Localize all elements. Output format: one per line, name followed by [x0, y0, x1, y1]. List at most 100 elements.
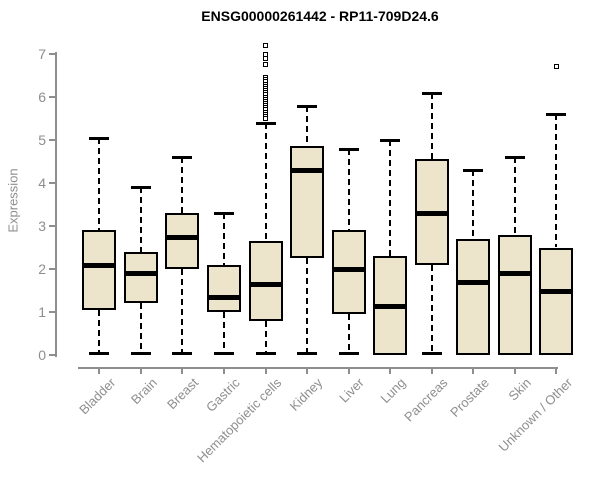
- median-line: [250, 282, 281, 288]
- y-axis-tick: [49, 139, 56, 141]
- x-axis-tick: [264, 368, 267, 374]
- median-line: [125, 271, 156, 277]
- box-iqr: [497, 234, 532, 355]
- median-line: [458, 279, 489, 285]
- upper-whisker: [513, 157, 516, 235]
- x-axis-tick-label: Unknown / Other: [495, 375, 575, 455]
- outlier-point: [553, 64, 559, 70]
- upper-whisker: [264, 122, 267, 242]
- chart-title: ENSG00000261442 - RP11-709D24.6: [201, 8, 439, 24]
- x-axis-tick-label: Skin: [504, 375, 534, 404]
- x-axis-tick: [513, 368, 516, 374]
- upper-whisker-cap: [421, 91, 442, 95]
- median-line: [167, 234, 198, 240]
- median-line: [333, 267, 364, 272]
- lower-whisker: [98, 309, 101, 353]
- box-iqr: [82, 230, 117, 310]
- upper-whisker-cap: [504, 156, 525, 160]
- lower-whisker: [347, 314, 350, 353]
- x-axis-tick: [472, 368, 475, 374]
- upper-whisker: [430, 92, 433, 160]
- box-iqr: [290, 146, 325, 259]
- upper-whisker: [389, 140, 392, 257]
- lower-whisker-cap: [338, 351, 359, 355]
- upper-whisker-cap: [546, 113, 567, 117]
- lower-whisker: [139, 303, 142, 353]
- lower-whisker: [264, 320, 267, 353]
- upper-whisker-cap: [463, 169, 484, 173]
- outlier-point: [263, 42, 268, 48]
- x-axis-tick: [555, 368, 558, 374]
- x-axis-tick-label: Gastric: [202, 375, 243, 415]
- y-axis-tick-label: 0: [38, 347, 46, 363]
- lower-whisker: [306, 258, 309, 353]
- x-axis-tick-label: Brain: [127, 375, 160, 408]
- box-iqr: [331, 230, 366, 315]
- lower-whisker-cap: [421, 351, 442, 355]
- y-axis-tick-label: 5: [38, 132, 46, 148]
- x-axis-tick: [389, 368, 392, 374]
- y-axis-tick: [49, 225, 56, 227]
- y-axis-tick: [49, 182, 56, 184]
- median-line: [541, 288, 572, 294]
- y-axis-tick-label: 7: [38, 46, 46, 62]
- x-axis-tick-label: Lung: [377, 375, 409, 407]
- x-axis-tick: [222, 368, 225, 374]
- lower-whisker: [222, 312, 225, 353]
- outlier-point: [263, 55, 268, 61]
- x-axis-tick: [306, 368, 309, 374]
- upper-whisker-cap: [255, 121, 276, 125]
- upper-whisker-cap: [213, 212, 234, 216]
- box-iqr: [539, 247, 574, 355]
- median-line: [208, 294, 239, 300]
- box-iqr: [165, 213, 200, 269]
- upper-whisker: [222, 213, 225, 265]
- upper-whisker-cap: [338, 147, 359, 151]
- lower-whisker-cap: [172, 351, 193, 355]
- lower-whisker-cap: [130, 351, 151, 355]
- upper-whisker: [306, 105, 309, 147]
- x-axis-tick-label: Liver: [336, 375, 368, 406]
- outlier-point: [263, 116, 268, 121]
- upper-whisker: [181, 157, 184, 214]
- box-iqr: [456, 238, 491, 355]
- box-iqr: [248, 241, 283, 321]
- x-axis-tick-label: Prostate: [447, 375, 492, 420]
- y-axis-tick-label: 3: [38, 218, 46, 234]
- box-iqr: [123, 251, 158, 304]
- upper-whisker-cap: [297, 104, 318, 108]
- lower-whisker: [181, 269, 184, 353]
- x-axis-tick-label: Pancreas: [400, 375, 451, 425]
- upper-whisker-cap: [172, 156, 193, 160]
- y-axis-tick-label: 6: [38, 89, 46, 105]
- box-iqr: [206, 264, 241, 312]
- lower-whisker-cap: [213, 351, 234, 355]
- median-line: [499, 271, 530, 277]
- y-axis-tick: [49, 311, 56, 313]
- median-line: [84, 262, 115, 268]
- y-axis-tick: [49, 354, 56, 356]
- x-axis-tick: [347, 368, 350, 374]
- x-axis-tick: [181, 368, 184, 374]
- upper-whisker: [555, 114, 558, 248]
- outlier-point: [263, 62, 268, 68]
- median-line: [416, 211, 447, 217]
- lower-whisker-cap: [255, 351, 276, 355]
- y-axis-tick-label: 1: [38, 304, 46, 320]
- x-axis-tick: [430, 368, 433, 374]
- y-axis-tick: [49, 96, 56, 98]
- upper-whisker-cap: [130, 186, 151, 190]
- y-axis-tick-label: 4: [38, 175, 46, 191]
- upper-whisker-cap: [380, 139, 401, 142]
- x-axis-tick-label: Bladder: [75, 375, 118, 418]
- lower-whisker: [430, 264, 433, 353]
- y-axis-tick-label: 2: [38, 261, 46, 277]
- x-axis-line: [78, 367, 558, 369]
- x-axis-tick: [139, 368, 142, 374]
- median-line: [292, 168, 323, 174]
- upper-whisker: [98, 137, 101, 231]
- x-axis-tick-label: Kidney: [286, 375, 326, 414]
- upper-whisker: [347, 148, 350, 231]
- upper-whisker: [139, 187, 142, 252]
